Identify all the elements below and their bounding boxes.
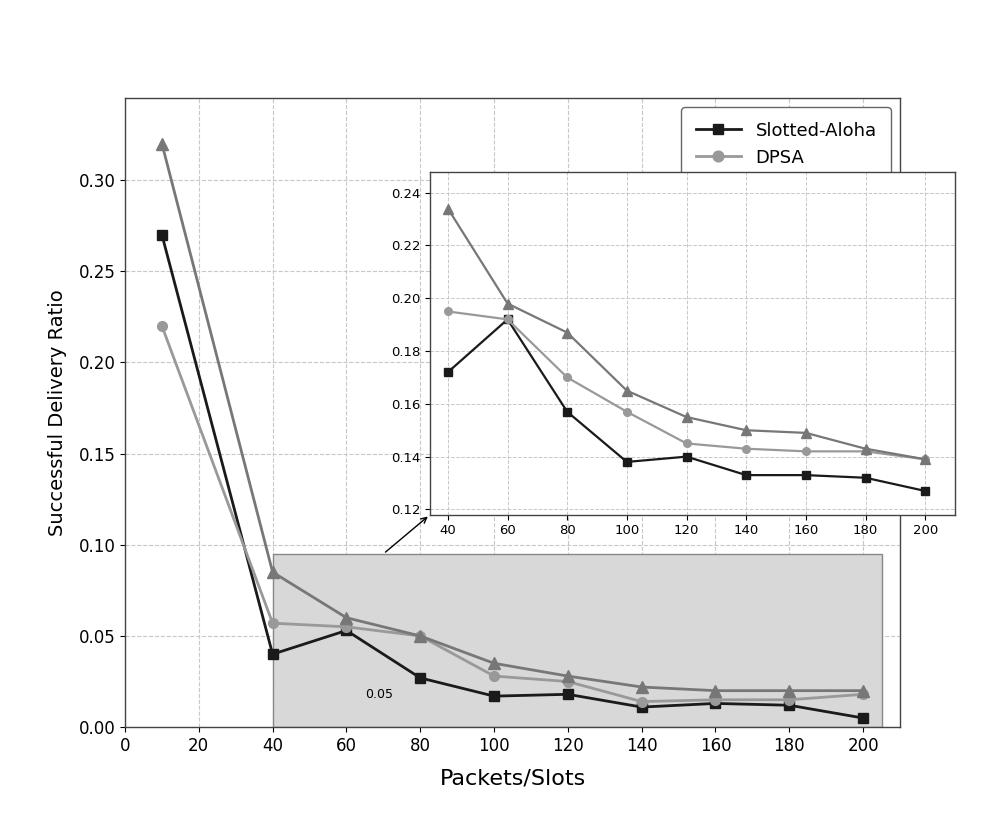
Slotted-Aloha xyxy=(267,650,279,659)
DPSA xyxy=(857,690,869,699)
Slotted-Aloha xyxy=(857,713,869,723)
Line: DPSA: DPSA xyxy=(157,321,868,707)
Slotted-Aloha xyxy=(414,673,426,683)
Slotted-Aloha xyxy=(340,626,352,636)
DQNSA-MAC xyxy=(857,685,869,695)
DPSA xyxy=(783,695,795,705)
Slotted-Aloha xyxy=(636,702,648,712)
Slotted-Aloha xyxy=(562,690,574,699)
Line: DQNSA-MAC: DQNSA-MAC xyxy=(156,138,869,696)
DQNSA-MAC xyxy=(488,659,500,668)
DPSA xyxy=(636,697,648,707)
DPSA xyxy=(156,321,168,331)
DPSA xyxy=(340,622,352,632)
DPSA xyxy=(709,695,721,705)
Y-axis label: Successful Delivery Ratio: Successful Delivery Ratio xyxy=(48,289,67,536)
Slotted-Aloha xyxy=(709,699,721,708)
DQNSA-MAC xyxy=(709,685,721,695)
Slotted-Aloha xyxy=(156,230,168,239)
DQNSA-MAC xyxy=(783,685,795,695)
DQNSA-MAC xyxy=(267,567,279,577)
X-axis label: Packets/Slots: Packets/Slots xyxy=(439,769,586,788)
DPSA xyxy=(562,676,574,686)
DQNSA-MAC xyxy=(340,613,352,623)
DPSA xyxy=(414,631,426,641)
DQNSA-MAC xyxy=(414,631,426,641)
DQNSA-MAC xyxy=(562,672,574,681)
Slotted-Aloha xyxy=(488,691,500,701)
DPSA xyxy=(488,672,500,681)
Bar xyxy=(273,554,882,727)
Line: Slotted-Aloha: Slotted-Aloha xyxy=(157,230,868,723)
DQNSA-MAC xyxy=(636,682,648,692)
Slotted-Aloha xyxy=(783,700,795,710)
Legend: Slotted-Aloha, DPSA, DQNSA-MAC: Slotted-Aloha, DPSA, DQNSA-MAC xyxy=(681,107,891,208)
DQNSA-MAC xyxy=(156,139,168,149)
Text: 0.05: 0.05 xyxy=(365,688,393,701)
DPSA xyxy=(267,618,279,628)
